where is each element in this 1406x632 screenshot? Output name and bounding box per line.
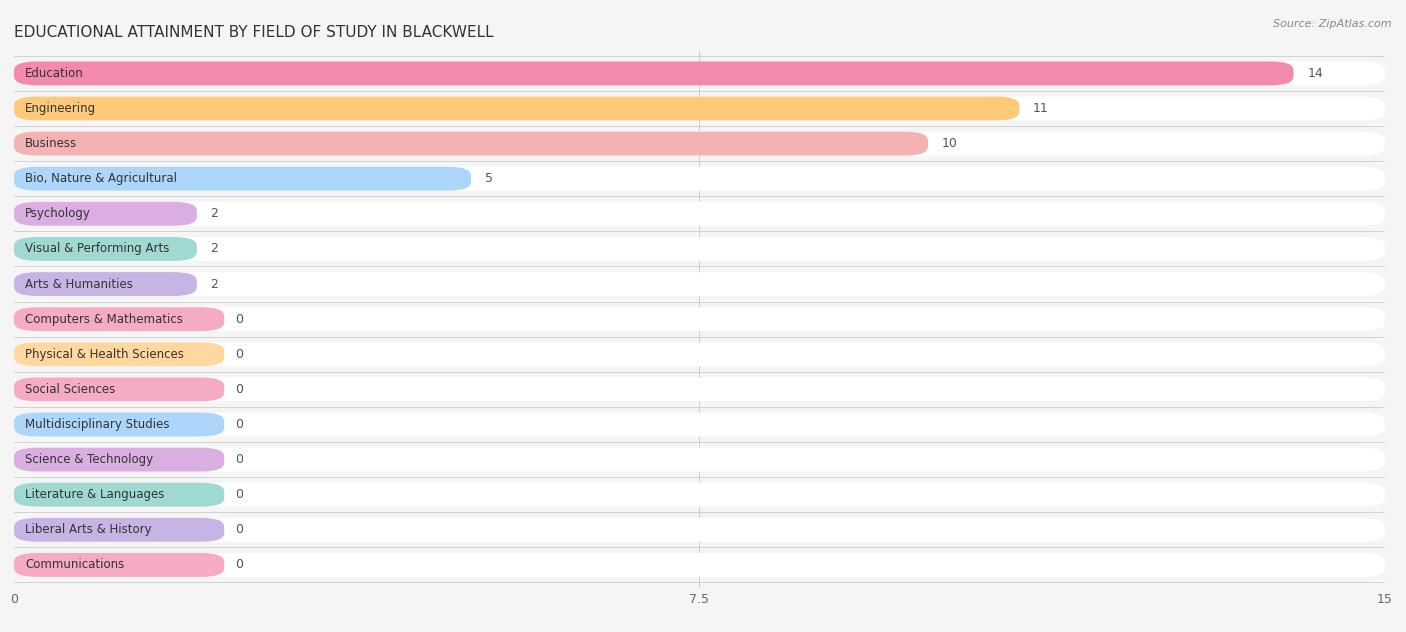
- FancyBboxPatch shape: [14, 377, 225, 401]
- FancyBboxPatch shape: [14, 167, 471, 191]
- Text: 14: 14: [1308, 67, 1323, 80]
- FancyBboxPatch shape: [14, 483, 1385, 507]
- FancyBboxPatch shape: [14, 343, 1385, 366]
- Text: Literature & Languages: Literature & Languages: [25, 488, 165, 501]
- FancyBboxPatch shape: [14, 97, 1385, 121]
- Text: 5: 5: [485, 172, 492, 185]
- FancyBboxPatch shape: [14, 61, 1294, 85]
- Text: Bio, Nature & Agricultural: Bio, Nature & Agricultural: [25, 172, 177, 185]
- Text: 0: 0: [235, 313, 243, 325]
- Text: 2: 2: [211, 207, 218, 221]
- Text: 0: 0: [235, 523, 243, 537]
- Text: Computers & Mathematics: Computers & Mathematics: [25, 313, 183, 325]
- FancyBboxPatch shape: [14, 272, 1385, 296]
- Text: 0: 0: [235, 559, 243, 571]
- FancyBboxPatch shape: [14, 202, 1385, 226]
- Text: Engineering: Engineering: [25, 102, 96, 115]
- Text: EDUCATIONAL ATTAINMENT BY FIELD OF STUDY IN BLACKWELL: EDUCATIONAL ATTAINMENT BY FIELD OF STUDY…: [14, 25, 494, 40]
- Text: 0: 0: [235, 418, 243, 431]
- Text: 2: 2: [211, 243, 218, 255]
- Text: Source: ZipAtlas.com: Source: ZipAtlas.com: [1274, 19, 1392, 29]
- FancyBboxPatch shape: [14, 518, 225, 542]
- FancyBboxPatch shape: [14, 553, 225, 577]
- FancyBboxPatch shape: [14, 237, 197, 261]
- Text: 0: 0: [235, 348, 243, 361]
- FancyBboxPatch shape: [14, 97, 1019, 121]
- FancyBboxPatch shape: [14, 447, 1385, 471]
- FancyBboxPatch shape: [14, 131, 1385, 155]
- Text: Psychology: Psychology: [25, 207, 91, 221]
- Text: 10: 10: [942, 137, 957, 150]
- Text: 11: 11: [1033, 102, 1049, 115]
- FancyBboxPatch shape: [14, 237, 1385, 261]
- FancyBboxPatch shape: [14, 272, 197, 296]
- Text: Arts & Humanities: Arts & Humanities: [25, 277, 134, 291]
- FancyBboxPatch shape: [14, 483, 225, 507]
- Text: Multidisciplinary Studies: Multidisciplinary Studies: [25, 418, 170, 431]
- Text: Education: Education: [25, 67, 84, 80]
- FancyBboxPatch shape: [14, 343, 225, 366]
- FancyBboxPatch shape: [14, 413, 225, 437]
- Text: Communications: Communications: [25, 559, 124, 571]
- Text: Science & Technology: Science & Technology: [25, 453, 153, 466]
- FancyBboxPatch shape: [14, 61, 1385, 85]
- FancyBboxPatch shape: [14, 553, 1385, 577]
- Text: 2: 2: [211, 277, 218, 291]
- Text: 0: 0: [235, 453, 243, 466]
- Text: 0: 0: [235, 488, 243, 501]
- FancyBboxPatch shape: [14, 202, 197, 226]
- Text: Visual & Performing Arts: Visual & Performing Arts: [25, 243, 169, 255]
- Text: Liberal Arts & History: Liberal Arts & History: [25, 523, 152, 537]
- Text: Business: Business: [25, 137, 77, 150]
- FancyBboxPatch shape: [14, 307, 1385, 331]
- Text: Physical & Health Sciences: Physical & Health Sciences: [25, 348, 184, 361]
- FancyBboxPatch shape: [14, 307, 225, 331]
- FancyBboxPatch shape: [14, 518, 1385, 542]
- Text: Social Sciences: Social Sciences: [25, 383, 115, 396]
- FancyBboxPatch shape: [14, 167, 1385, 191]
- FancyBboxPatch shape: [14, 377, 1385, 401]
- Text: 0: 0: [235, 383, 243, 396]
- FancyBboxPatch shape: [14, 131, 928, 155]
- FancyBboxPatch shape: [14, 447, 225, 471]
- FancyBboxPatch shape: [14, 413, 1385, 437]
